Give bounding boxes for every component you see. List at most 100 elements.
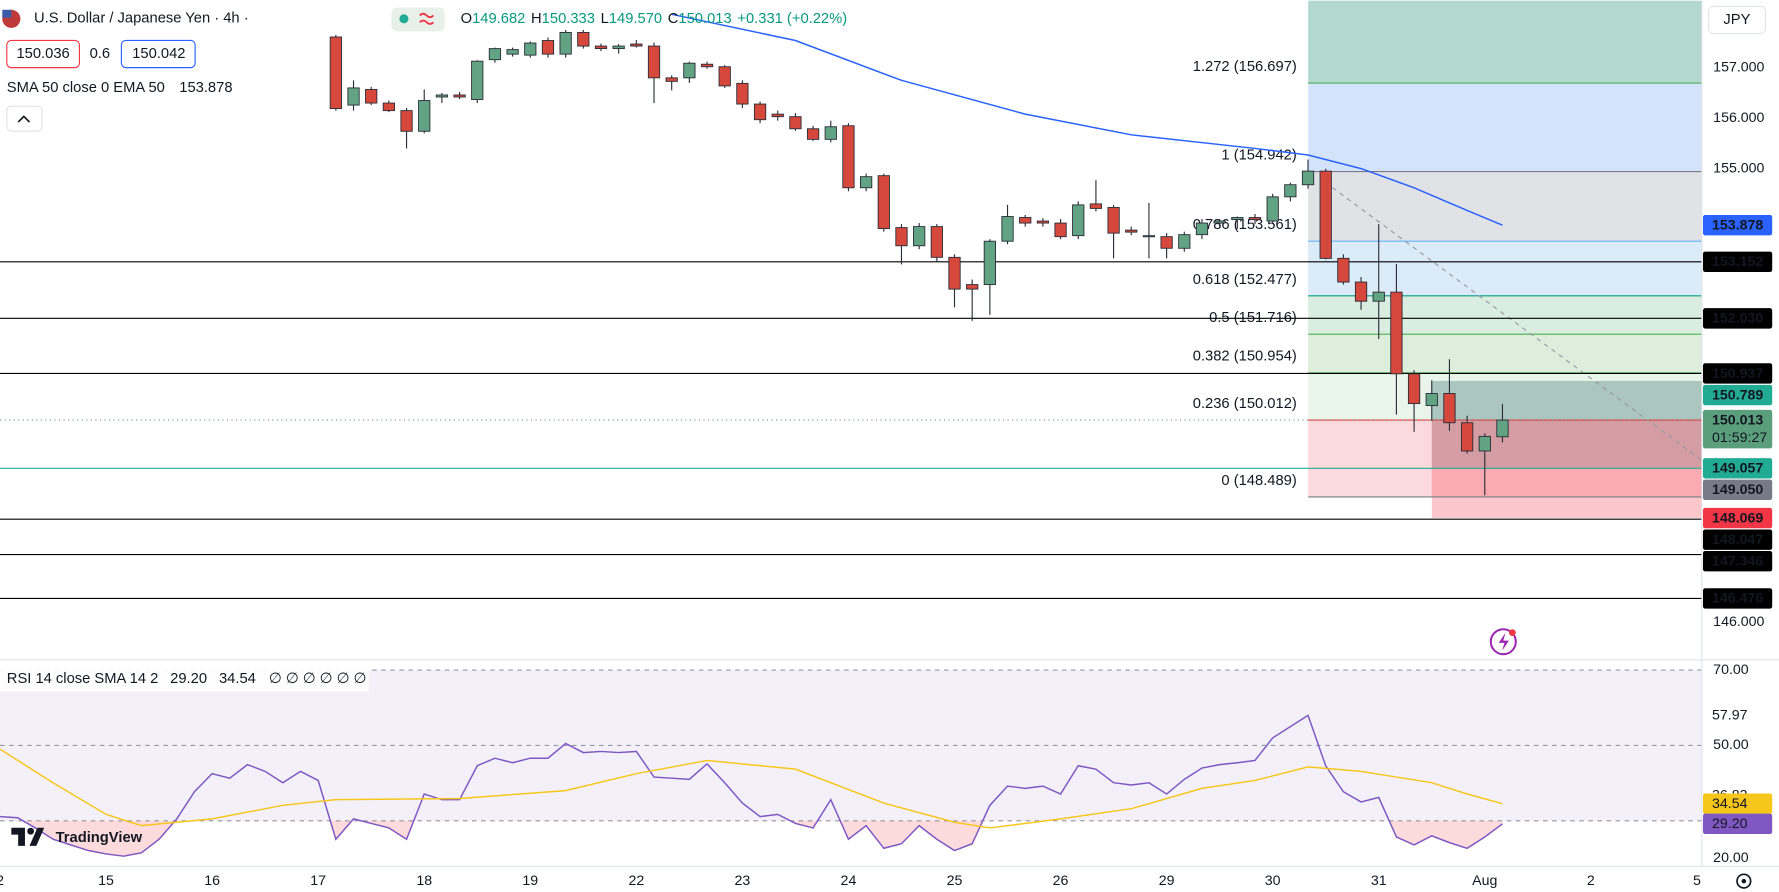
x-tick-label: 29	[1159, 873, 1175, 889]
position-profit	[1431, 380, 1702, 421]
ohlc-key: C	[668, 11, 679, 27]
candle-body	[1337, 257, 1350, 283]
settings-icon[interactable]	[1736, 873, 1752, 889]
header: U.S. Dollar / Japanese Yen · 4h · O149.6…	[2, 7, 848, 132]
candle-body	[365, 88, 378, 104]
ohlc-key: L	[601, 11, 609, 27]
indicator-value: 153.878	[179, 80, 232, 96]
ema-line	[671, 13, 1503, 226]
change: +0.331 (+0.22%)	[737, 11, 847, 27]
candle-body	[1089, 203, 1103, 209]
symbol-title: U.S. Dollar / Japanese Yen · 4h ·	[34, 11, 249, 27]
rsi-line	[0, 714, 1503, 857]
rsi-tick-label: 50.00	[1713, 737, 1749, 753]
ohlc-value: 150.013	[678, 11, 731, 27]
x-tick-label: 15	[98, 873, 114, 889]
currency: JPY	[1723, 12, 1750, 28]
candle-body	[913, 226, 926, 247]
candle-body	[612, 45, 625, 50]
candle-body	[1160, 236, 1173, 249]
candle-body	[1178, 234, 1191, 249]
x-tick-label: 2	[1587, 873, 1595, 889]
price-label-bg	[1702, 384, 1773, 406]
sell-button[interactable]	[6, 39, 80, 69]
price-label: 149.057	[1712, 461, 1763, 477]
price-label: 149.050	[1712, 482, 1763, 498]
candle-body	[435, 94, 449, 98]
alert-icon[interactable]	[1489, 628, 1517, 656]
rsi-title: RSI 14 close SMA 14 2	[7, 671, 159, 687]
candle-body	[630, 43, 643, 47]
fib-label: 0 (148.489)	[1221, 473, 1296, 489]
candle-body	[1354, 281, 1368, 302]
candle-body	[1266, 196, 1279, 222]
ohlc: O149.682 H150.333 L149.570 C150.013 +0.331 (…	[461, 11, 848, 27]
alert-icon	[1498, 632, 1509, 651]
candle-body	[647, 45, 661, 79]
y-tick-label: 146.000	[1713, 614, 1764, 630]
candle-body	[1443, 393, 1456, 424]
collapse-icon	[17, 115, 31, 123]
spread: 0.6	[90, 46, 110, 62]
candle-body	[1213, 220, 1226, 224]
fib-label: 0.786 (153.561)	[1193, 217, 1297, 233]
candle-body	[577, 31, 590, 47]
buy-button[interactable]	[120, 39, 196, 69]
candle-body	[895, 227, 908, 247]
price-label: 153.152	[1712, 254, 1763, 270]
candle-body	[1001, 216, 1014, 242]
price-label: 148.047	[1712, 532, 1763, 548]
alert-dot	[1508, 629, 1516, 637]
candle-body	[594, 45, 608, 50]
indicator-name: SMA 50 close 0 EMA 50	[7, 80, 165, 96]
ask-price: 150.042	[132, 46, 185, 62]
candle-body	[559, 31, 572, 55]
candle-body	[1142, 235, 1156, 238]
candle-body	[842, 125, 855, 189]
price-label-bg	[1702, 550, 1773, 572]
candle-body	[1284, 184, 1297, 198]
fib-label: 0.382 (150.954)	[1193, 349, 1297, 365]
fib-zone	[1308, 295, 1702, 335]
collapse-button[interactable]	[6, 105, 43, 132]
ohlc-key: H	[531, 11, 542, 27]
price-label-bg	[1702, 588, 1773, 609]
currency-button[interactable]	[1708, 5, 1766, 35]
candle-body	[930, 226, 943, 258]
fib-zone	[1308, 83, 1702, 172]
x-tick-label: 30	[1265, 873, 1281, 889]
candle-body	[1460, 422, 1474, 452]
fib-label: 0.618 (152.477)	[1193, 272, 1297, 288]
candle-body	[488, 48, 502, 61]
bid-price: 150.036	[16, 46, 69, 62]
fib-label: 0.236 (150.012)	[1193, 396, 1297, 412]
logo: TradingView	[11, 827, 143, 846]
candle-body	[1478, 435, 1491, 452]
candle-body	[877, 175, 890, 230]
x-tick-label: Aug	[1472, 873, 1497, 889]
candle-body	[400, 110, 413, 132]
candle-body	[806, 128, 820, 140]
price-label-bg	[1702, 529, 1773, 550]
logo-mark	[27, 827, 35, 835]
candle-body	[1248, 217, 1262, 220]
rsi-tick-label: 20.00	[1713, 850, 1749, 866]
x-tick-label: 24	[841, 873, 857, 889]
x-tick-label: 17	[310, 873, 326, 889]
candle-body	[1125, 229, 1138, 233]
market-status[interactable]	[391, 7, 445, 32]
candle-body	[753, 103, 767, 121]
candle-body	[1372, 291, 1385, 302]
price-label-bg	[1702, 214, 1773, 236]
candle-body	[1195, 222, 1209, 236]
x-tick-label: 22	[628, 873, 644, 889]
x-tick-label: 23	[735, 873, 751, 889]
candle-body	[1036, 220, 1050, 224]
x-tick-label: 25	[947, 873, 963, 889]
x-tick-label: 5	[1693, 873, 1701, 889]
price-label-bg	[1702, 458, 1773, 479]
x-tick-label: 31	[1371, 873, 1387, 889]
countdown: 01:59:27	[1712, 430, 1767, 446]
